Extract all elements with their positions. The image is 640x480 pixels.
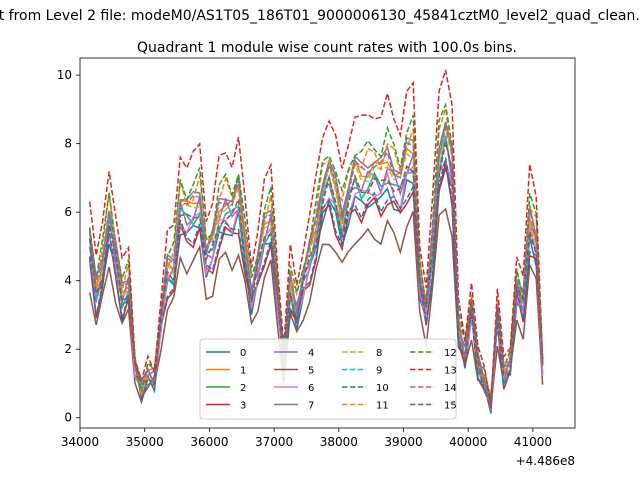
legend-label-6: 6 [308,383,314,394]
series-line-13 [88,69,544,407]
legend-label-0: 0 [240,348,246,359]
legend-label-15: 15 [444,401,457,412]
chart-title: Quadrant 1 module wise count rates with … [137,40,517,56]
series-line-15 [88,141,544,409]
series-line-14 [88,124,544,412]
y-tick-label: 6 [64,205,72,219]
axes: 34000 35000 36000 37000 38000 39000 40000 41000… [57,57,576,449]
legend-label-8: 8 [376,348,382,359]
x-tick-label: 36000 [190,435,228,449]
y-tick-label: 2 [64,342,72,356]
legend-label-14: 14 [444,383,457,394]
legend-label-9: 9 [376,366,382,377]
x-tick-label: 35000 [126,435,164,449]
suptitle: Plot from Level 2 file: modeM0/AS1T05_18… [0,8,640,24]
legend-label-13: 13 [444,366,457,377]
legend-label-11: 11 [376,401,389,412]
legend-box [199,338,457,420]
legend-label-3: 3 [240,401,246,412]
series-line-5 [88,207,544,407]
y-tick-label: 10 [57,68,72,82]
legend-label-10: 10 [376,383,389,394]
legend-label-12: 12 [444,348,457,359]
axes-frame [79,57,576,429]
x-tick-label: 37000 [255,435,293,449]
x-tick-label: 38000 [320,435,358,449]
x-offset-label: +4.486e8 [516,454,575,468]
y-tick-label: 0 [64,411,72,425]
x-tick-label: 40000 [449,435,487,449]
legend-label-4: 4 [308,348,314,359]
legend-label-5: 5 [308,366,314,377]
legend-label-7: 7 [308,401,314,412]
legend-label-1: 1 [240,366,246,377]
series-lines [88,69,544,414]
x-tick-label: 39000 [384,435,422,449]
x-tick-label: 34000 [61,435,99,449]
x-tick-label: 41000 [514,435,552,449]
y-tick-label: 4 [64,274,72,288]
y-tick-label: 8 [64,137,72,151]
legend-label-2: 2 [240,383,246,394]
